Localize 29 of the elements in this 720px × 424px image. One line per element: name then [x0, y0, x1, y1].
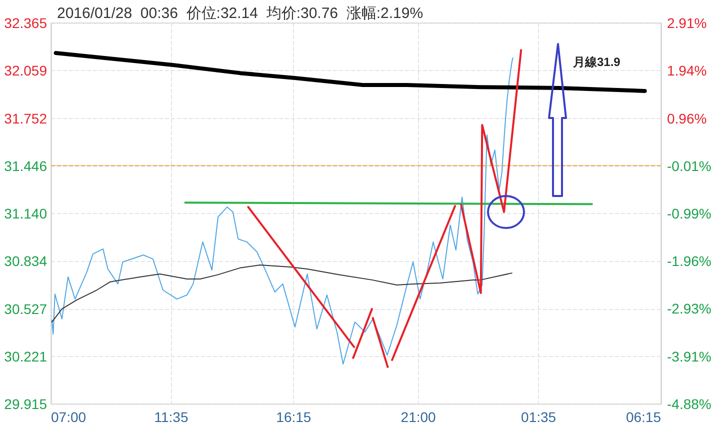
y2-tick-label: -3.91%	[667, 348, 712, 365]
y-tick-label: 31.752	[4, 110, 48, 126]
y2-tick-label: 2.91%	[667, 15, 707, 31]
x-tick-label: 21:00	[400, 409, 436, 424]
line-series	[51, 264, 512, 323]
y2-tick-label: 1.94%	[667, 62, 707, 78]
y-tick-label: 31.446	[4, 158, 48, 174]
x-tick-label: 11:35	[154, 409, 188, 424]
y-tick-label: 30.834	[4, 253, 48, 270]
chart-title: 2016/01/28 00:36 价位:32.14 均价:30.76 涨幅:2.19%	[57, 5, 424, 22]
x-tick-label: 07:00	[51, 409, 86, 424]
y-tick-label: 30.527	[4, 300, 48, 317]
y2-tick-label: 0.96%	[667, 110, 707, 126]
y-tick-label: 29.915	[4, 396, 48, 412]
y-tick-label: 32.365	[4, 15, 48, 31]
y-tick-label: 31.140	[4, 206, 48, 222]
y2-tick-label: -2.93%	[667, 300, 712, 317]
x-tick-label: 16:15	[276, 409, 312, 424]
line-series	[54, 51, 647, 93]
x-tick-label: 01:35	[521, 409, 556, 424]
y2-tick-label: -0.99%	[667, 206, 712, 222]
y-tick-label: 30.221	[4, 348, 48, 364]
y-tick-label: 32.059	[4, 62, 48, 79]
y2-tick-label: -0.01%	[667, 158, 712, 174]
annotation: 月線31.9	[572, 55, 621, 69]
x-tick-label: 06:15	[626, 409, 662, 424]
y2-tick-label: -1.96%	[667, 253, 712, 270]
y2-tick-label: -4.88%	[667, 396, 712, 412]
line-series	[51, 57, 514, 365]
